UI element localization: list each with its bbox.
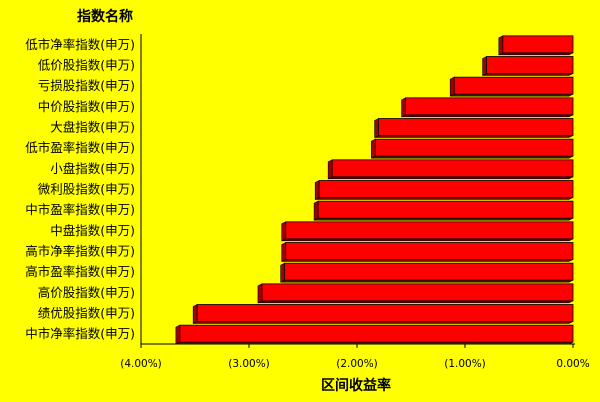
category-label: 中价股指数(申万) xyxy=(38,99,135,114)
bar xyxy=(371,138,574,159)
bar xyxy=(374,118,574,138)
bar xyxy=(482,56,574,76)
category-label: 中市盈率指数(申万) xyxy=(25,202,135,217)
bar xyxy=(401,97,574,118)
bar xyxy=(313,200,574,221)
category-label: 亏损股指数(申万) xyxy=(38,78,135,93)
bar xyxy=(449,76,574,97)
category-label: 高价股指数(申万) xyxy=(38,285,135,300)
category-label: 高市盈率指数(申万) xyxy=(25,264,135,279)
category-label: 中盘指数(申万) xyxy=(50,223,135,238)
category-label: 大盘指数(申万) xyxy=(50,120,135,135)
x-tick-label: 0.00% xyxy=(556,358,589,370)
bar xyxy=(281,221,574,242)
bar xyxy=(175,324,574,345)
bar xyxy=(257,283,574,304)
category-axis-title: 指数名称 xyxy=(77,8,133,25)
category-label: 高市净率指数(申万) xyxy=(25,244,135,259)
x-tick-label: (1.00%) xyxy=(444,358,486,370)
x-tick-label: (2.00%) xyxy=(336,358,378,370)
x-tick-label: (4.00%) xyxy=(120,358,162,370)
category-label: 中市净率指数(申万) xyxy=(25,326,135,341)
value-axis-title: 区间收益率 xyxy=(321,377,391,394)
bar xyxy=(280,262,574,283)
category-label: 绩优股指数(申万) xyxy=(38,306,135,321)
x-tick-label: (3.00%) xyxy=(228,358,270,370)
category-label: 低价股指数(申万) xyxy=(38,58,135,73)
bar xyxy=(192,304,574,324)
bar xyxy=(327,159,574,180)
category-label: 低市净率指数(申万) xyxy=(25,37,135,52)
bar xyxy=(498,35,574,56)
bar xyxy=(281,242,574,262)
bar xyxy=(314,180,574,200)
category-label: 微利股指数(申万) xyxy=(38,182,135,197)
category-label: 小盘指数(申万) xyxy=(50,161,135,176)
category-label: 低市盈率指数(申万) xyxy=(25,140,135,155)
